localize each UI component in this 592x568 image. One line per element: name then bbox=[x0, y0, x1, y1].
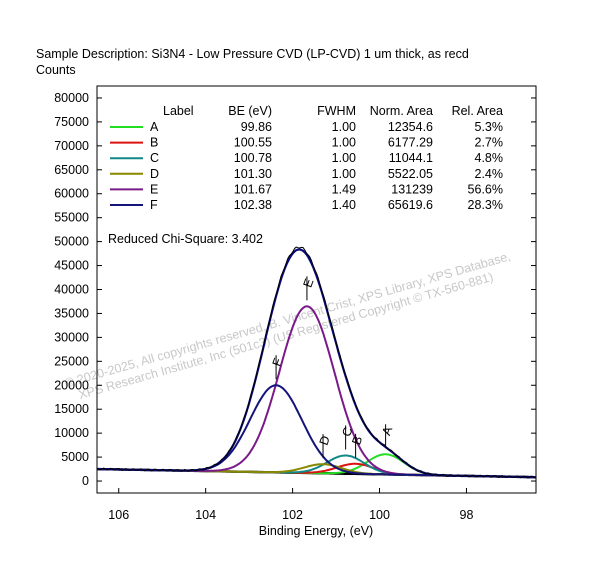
y-tick-label: 5000 bbox=[61, 450, 89, 464]
legend-cell: D bbox=[150, 167, 159, 181]
x-axis-label: Binding Energy, (eV) bbox=[259, 524, 373, 538]
legend-cell: 5522.05 bbox=[388, 167, 433, 181]
legend-cell: 28.3% bbox=[468, 198, 503, 212]
y-tick-label: 30000 bbox=[54, 330, 89, 344]
peak-marker-label-A: A bbox=[379, 424, 395, 437]
legend-cell: 65619.6 bbox=[388, 198, 433, 212]
y-tick-label: 70000 bbox=[54, 139, 89, 153]
y-tick-label: 35000 bbox=[54, 306, 89, 320]
sample-description: Sample Description: Si3N4 - Low Pressure… bbox=[36, 47, 469, 61]
y-tick-label: 25000 bbox=[54, 354, 89, 368]
legend-cell: 131239 bbox=[391, 182, 433, 196]
legend-cell: 101.67 bbox=[234, 182, 272, 196]
x-axis: 106 104 102 100 98 bbox=[108, 488, 473, 522]
component-peak-F bbox=[97, 384, 536, 479]
legend-cell: 102.38 bbox=[234, 198, 272, 212]
watermark-line-2: XPS Research Institute, Inc (501c3) (US … bbox=[77, 270, 495, 402]
y-tick-label: 20000 bbox=[54, 378, 89, 392]
y-tick-label: 10000 bbox=[54, 426, 89, 440]
legend-cell: 1.00 bbox=[332, 167, 356, 181]
raw-data-line bbox=[96, 246, 537, 479]
component-peak-A bbox=[97, 453, 536, 479]
legend-cell: 1.00 bbox=[332, 120, 356, 134]
copyright-watermark: © 2020-2025, All copyrights reserved, B.… bbox=[63, 249, 512, 402]
legend-header: Norm. Area bbox=[370, 104, 433, 118]
peak-marker-label-E: E bbox=[301, 277, 317, 290]
y-tick-label: 65000 bbox=[54, 163, 89, 177]
peak-marker-label-C: C bbox=[339, 425, 355, 438]
y-axis: 0 5000 10000 15000 20000 25000 30000 35000 40000… bbox=[54, 91, 536, 488]
legend-cell: 2.4% bbox=[475, 167, 504, 181]
y-tick-label: 80000 bbox=[54, 91, 89, 105]
legend-cell: 6177.29 bbox=[388, 136, 433, 150]
y-tick-label: 40000 bbox=[54, 283, 89, 297]
legend-cell: B bbox=[150, 136, 158, 150]
legend-header: Rel. Area bbox=[452, 104, 503, 118]
y-tick-label: 15000 bbox=[54, 402, 89, 416]
legend-cell: 99.86 bbox=[241, 120, 272, 134]
x-tick-label: 98 bbox=[460, 508, 474, 522]
legend-header: FWHM bbox=[317, 104, 356, 118]
y-tick-label: 0 bbox=[82, 474, 89, 488]
legend-cell: E bbox=[150, 182, 158, 196]
x-tick-label: 104 bbox=[195, 508, 216, 522]
y-tick-label: 45000 bbox=[54, 259, 89, 273]
y-tick-label: 75000 bbox=[54, 115, 89, 129]
legend-cell: 1.00 bbox=[332, 136, 356, 150]
legend-cell: 4.8% bbox=[475, 151, 504, 165]
legend-cell: C bbox=[150, 151, 159, 165]
legend-cell: 1.00 bbox=[332, 151, 356, 165]
legend-cell: 1.49 bbox=[332, 182, 356, 196]
legend-cell: 1.40 bbox=[332, 198, 356, 212]
legend-cell: 5.3% bbox=[475, 120, 504, 134]
reduced-chi-square: Reduced Chi-Square: 3.402 bbox=[108, 232, 263, 246]
legend-cell: 56.6% bbox=[468, 182, 503, 196]
x-tick-label: 100 bbox=[369, 508, 390, 522]
peak-marker-label-D: D bbox=[317, 434, 333, 447]
legend-cell: 11044.1 bbox=[389, 151, 433, 165]
fit-legend: Label BE (eV) FWHM Norm. Area Rel. Area A 99.8… bbox=[110, 104, 503, 212]
legend-cell: 12354.6 bbox=[388, 120, 433, 134]
counts-label: Counts bbox=[36, 63, 76, 77]
x-tick-label: 102 bbox=[282, 508, 303, 522]
legend-cell: 2.7% bbox=[475, 136, 504, 150]
y-tick-label: 55000 bbox=[54, 211, 89, 225]
legend-header: Label bbox=[163, 104, 194, 118]
legend-cell: 100.78 bbox=[234, 151, 272, 165]
legend-cell: A bbox=[150, 120, 159, 134]
watermark-line-1: © 2020-2025, All copyrights reserved, B.… bbox=[63, 249, 512, 390]
legend-cell: F bbox=[150, 198, 158, 212]
legend-cell: 101.30 bbox=[234, 167, 272, 181]
x-tick-label: 106 bbox=[108, 508, 129, 522]
y-tick-label: 60000 bbox=[54, 187, 89, 201]
y-tick-label: 50000 bbox=[54, 235, 89, 249]
legend-header: BE (eV) bbox=[228, 104, 272, 118]
legend-cell: 100.55 bbox=[234, 136, 272, 150]
